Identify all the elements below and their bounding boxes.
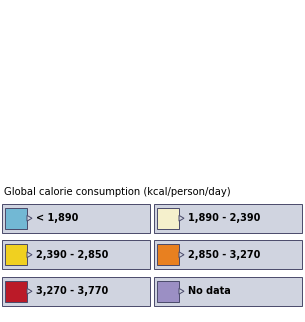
Text: Global calorie consumption (kcal/person/day): Global calorie consumption (kcal/person/… — [4, 187, 231, 197]
Text: < 1,890: < 1,890 — [36, 213, 78, 223]
Bar — [154, 240, 302, 269]
Bar — [5, 281, 27, 302]
Text: 3,270 - 3,770: 3,270 - 3,770 — [36, 286, 108, 296]
Polygon shape — [27, 252, 32, 258]
Bar — [2, 277, 150, 306]
Bar — [5, 208, 27, 229]
Polygon shape — [27, 289, 32, 294]
Bar — [2, 240, 150, 269]
Bar — [154, 277, 302, 306]
Text: No data: No data — [188, 286, 231, 296]
Text: 2,390 - 2,850: 2,390 - 2,850 — [36, 250, 108, 260]
Polygon shape — [179, 289, 184, 294]
Polygon shape — [27, 215, 32, 221]
Bar — [157, 208, 179, 229]
Text: 1,890 - 2,390: 1,890 - 2,390 — [188, 213, 260, 223]
Bar — [2, 204, 150, 233]
Polygon shape — [179, 252, 184, 258]
Bar — [154, 204, 302, 233]
Bar — [157, 244, 179, 265]
Polygon shape — [179, 215, 184, 221]
Bar — [157, 281, 179, 302]
Text: 2,850 - 3,270: 2,850 - 3,270 — [188, 250, 260, 260]
Bar — [5, 244, 27, 265]
